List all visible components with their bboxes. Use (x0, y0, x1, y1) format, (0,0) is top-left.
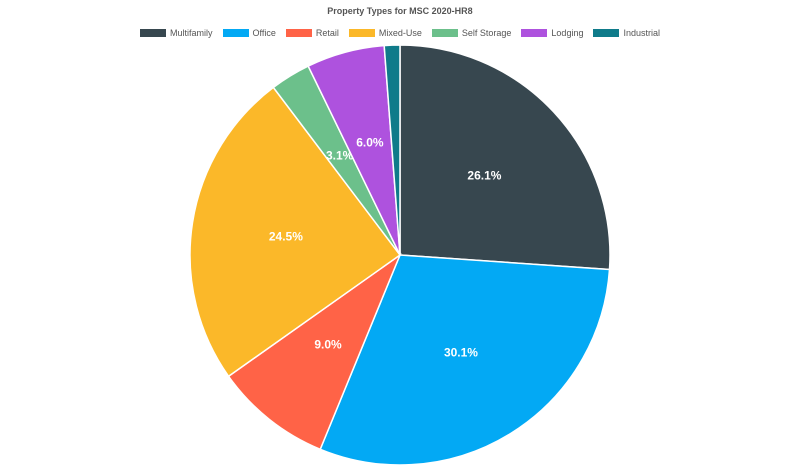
legend-swatch (521, 29, 548, 37)
legend-item-mixed-use[interactable]: Mixed-Use (348, 28, 422, 38)
legend-label: Mixed-Use (378, 28, 422, 38)
legend-item-retail[interactable]: Retail (285, 28, 339, 38)
legend-label: Office (252, 28, 276, 38)
legend-item-self-storage[interactable]: Self Storage (431, 28, 512, 38)
slice-label-office: 30.1% (444, 345, 478, 359)
legend-item-office[interactable]: Office (222, 28, 276, 38)
slice-label-mixed-use: 24.5% (269, 229, 303, 243)
legend-swatch (222, 29, 249, 37)
slice-label-lodging: 6.0% (356, 136, 384, 150)
legend-swatch (285, 29, 312, 37)
legend-label: Industrial (623, 28, 660, 38)
legend-swatch (593, 29, 620, 37)
legend-item-lodging[interactable]: Lodging (521, 28, 583, 38)
legend-label: Lodging (551, 28, 584, 38)
chart-title: Property Types for MSC 2020-HR8 (327, 6, 473, 16)
legend-label: Multifamily (170, 28, 213, 38)
legend-swatch (140, 29, 166, 37)
legend-swatch (348, 29, 375, 37)
slice-label-multifamily: 26.1% (467, 168, 501, 182)
legend-item-industrial[interactable]: Industrial (593, 28, 660, 38)
legend-label: Retail (315, 28, 339, 38)
legend-label: Self Storage (461, 28, 512, 38)
legend-item-multifamily[interactable]: Multifamily (140, 28, 213, 38)
slice-label-retail: 9.0% (314, 338, 342, 352)
legend-swatch (431, 29, 458, 37)
pie-slice-industrial[interactable] (383, 44, 401, 256)
pie-slice-multifamily[interactable] (399, 44, 611, 271)
pie-slice-retail[interactable] (227, 252, 402, 451)
pie-slice-office[interactable] (319, 254, 611, 466)
chart-legend: Multifamily Office Retail Mixed-Use Self Sto… (0, 28, 800, 38)
slice-label-self-storage: 3.1% (326, 149, 354, 163)
pie-slice-mixed-use[interactable] (189, 86, 402, 378)
